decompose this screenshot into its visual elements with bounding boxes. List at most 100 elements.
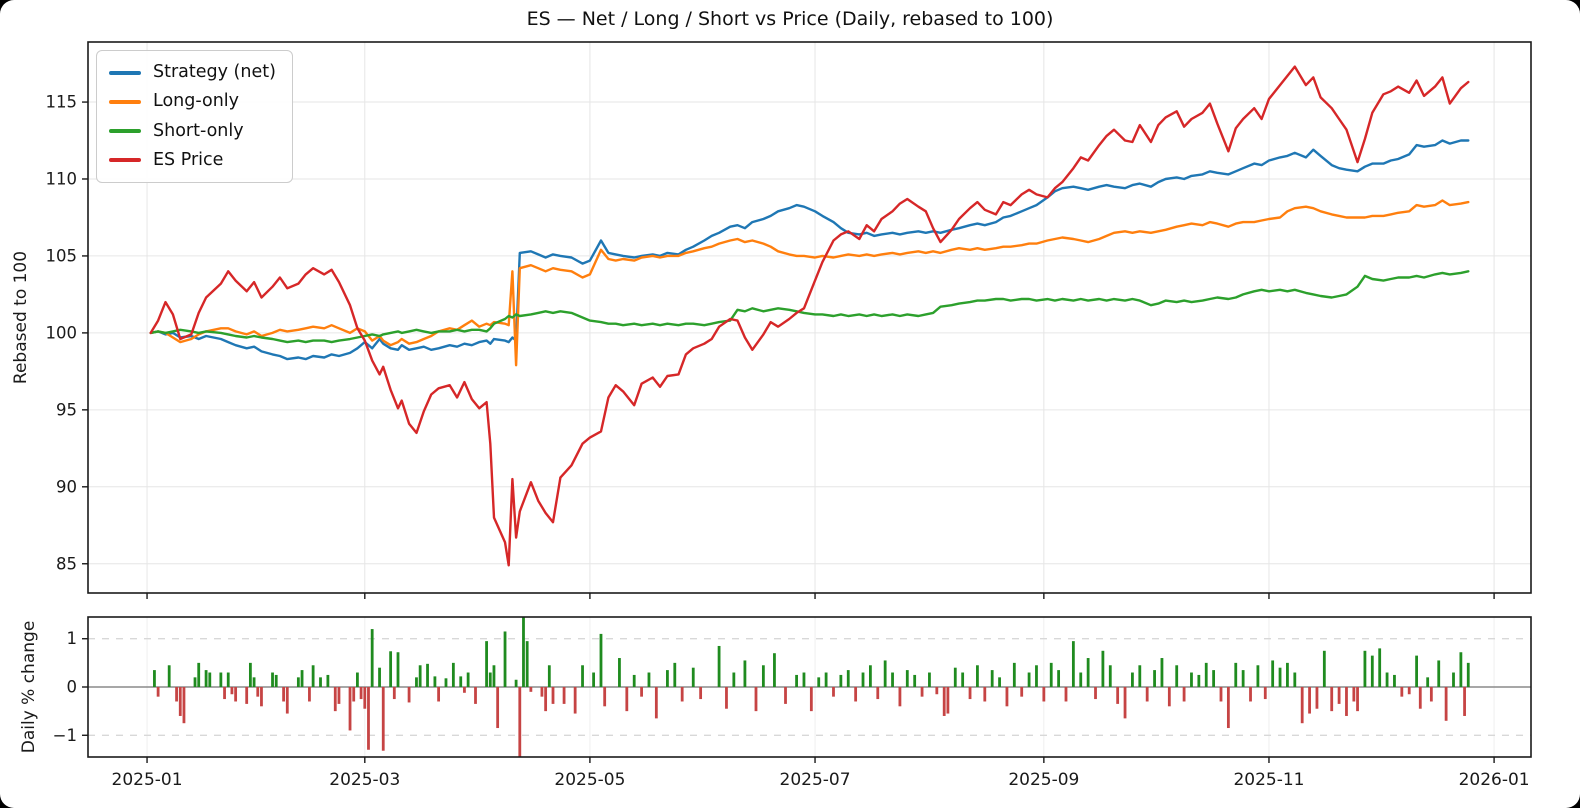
- daily-change-bar: [809, 687, 813, 712]
- daily-change-bar: [699, 687, 703, 700]
- daily-change-bar: [326, 674, 330, 687]
- daily-change-bar: [525, 641, 529, 687]
- daily-change-bar: [319, 677, 322, 687]
- daily-change-bar: [666, 670, 669, 687]
- daily-change-bar: [1131, 672, 1134, 687]
- sub-gridlines: [88, 617, 1531, 757]
- chart-title: ES — Net / Long / Short vs Price (Daily,…: [526, 8, 1054, 30]
- main-y-axis-label: Rebased to 100: [11, 251, 31, 384]
- daily-change-bar: [905, 670, 909, 687]
- daily-change-bar: [1160, 658, 1164, 687]
- daily-change-bar: [300, 670, 304, 687]
- daily-change-bar: [1175, 665, 1179, 687]
- daily-change-bar: [426, 663, 429, 687]
- daily-change-bar: [754, 687, 758, 712]
- daily-change-bar: [832, 687, 835, 697]
- daily-change-bar: [1086, 658, 1090, 687]
- daily-change-bar: [488, 672, 492, 687]
- daily-change-bar: [1370, 655, 1374, 687]
- daily-change-bar: [459, 676, 463, 687]
- daily-change-bar: [1226, 687, 1230, 729]
- daily-change-bar: [1101, 650, 1105, 687]
- daily-change-bar: [544, 687, 548, 712]
- legend-item-long-only: Long-only: [109, 91, 276, 111]
- daily-change-bar: [1138, 665, 1142, 687]
- legend-item-short-only: Short-only: [109, 121, 276, 141]
- legend-swatch-long-only: [109, 99, 141, 104]
- daily-change-bar: [898, 687, 902, 707]
- series-line-es-price: [149, 65, 1470, 567]
- daily-change-bar: [913, 674, 917, 687]
- daily-change-bar: [1352, 687, 1356, 702]
- daily-change-bars: [153, 617, 1470, 757]
- daily-change-bar: [1271, 660, 1275, 687]
- legend: Strategy (net) Long-only Short-only ES P…: [96, 50, 293, 183]
- x-tick-label: 2026-01: [1459, 770, 1530, 790]
- daily-change-bar: [640, 687, 643, 697]
- daily-change-bar: [197, 662, 201, 687]
- daily-change-bar: [529, 687, 533, 692]
- daily-change-bar: [485, 641, 488, 687]
- daily-change-bar: [1337, 687, 1341, 704]
- daily-change-bar: [883, 660, 887, 687]
- daily-change-bar: [942, 687, 946, 716]
- daily-change-bar: [1466, 662, 1470, 687]
- daily-change-bar: [891, 672, 894, 687]
- daily-change-bar: [868, 665, 872, 687]
- y-tick-label: 95: [56, 400, 77, 419]
- legend-swatch-strategy-net: [109, 70, 141, 75]
- daily-change-bar: [1308, 687, 1311, 714]
- axes: [82, 41, 1532, 763]
- daily-change-bar: [839, 674, 843, 687]
- daily-change-bar: [647, 672, 651, 687]
- daily-change-bar: [308, 687, 311, 702]
- daily-change-bar: [935, 687, 939, 695]
- daily-change-bar: [463, 687, 466, 693]
- y-tick-label: 0: [67, 678, 78, 697]
- daily-change-bar: [802, 672, 806, 687]
- daily-change-bar: [1027, 672, 1031, 687]
- daily-change-bar: [1204, 662, 1208, 687]
- daily-change-bar: [219, 672, 223, 687]
- daily-change-bar: [1286, 662, 1289, 687]
- daily-change-bar: [1182, 687, 1186, 702]
- legend-swatch-es-price: [109, 158, 141, 163]
- daily-change-bar: [518, 687, 522, 757]
- daily-change-bar: [226, 672, 230, 687]
- daily-change-bar: [248, 662, 252, 687]
- daily-change-bar: [1385, 672, 1389, 687]
- daily-change-bar: [1241, 670, 1245, 687]
- series-line-long-only: [149, 199, 1470, 367]
- daily-change-bar: [1020, 687, 1024, 697]
- daily-change-bar: [1079, 672, 1083, 687]
- y-tick-label: 110: [46, 169, 78, 188]
- daily-change-bar: [632, 674, 636, 687]
- daily-change-bar: [311, 665, 315, 687]
- daily-change-bar: [175, 687, 178, 702]
- x-tick-label: 2025-03: [329, 770, 400, 790]
- daily-change-bar: [274, 674, 278, 687]
- daily-change-bar: [1035, 665, 1038, 687]
- daily-change-bar: [415, 677, 418, 687]
- legend-label: Strategy (net): [153, 62, 276, 82]
- daily-change-bar: [245, 687, 249, 704]
- daily-change-bar: [1190, 672, 1193, 687]
- daily-change-bar: [503, 631, 507, 687]
- daily-change-bar: [167, 665, 171, 687]
- daily-change-bar: [1145, 687, 1149, 702]
- daily-change-bar: [296, 677, 300, 687]
- x-tick-label: 2025-11: [1233, 770, 1304, 790]
- daily-change-bar: [990, 670, 994, 687]
- daily-change-bar: [540, 687, 544, 697]
- daily-change-bar: [1234, 662, 1238, 687]
- daily-change-bar: [1444, 687, 1448, 721]
- daily-change-bar: [1005, 687, 1009, 707]
- daily-change-bar: [1463, 687, 1466, 716]
- y-tick-label: 100: [46, 323, 78, 342]
- daily-change-bar: [1315, 687, 1319, 709]
- series-line-short-only: [149, 270, 1470, 344]
- daily-change-bar: [551, 687, 555, 704]
- y-tick-label: 115: [46, 93, 78, 112]
